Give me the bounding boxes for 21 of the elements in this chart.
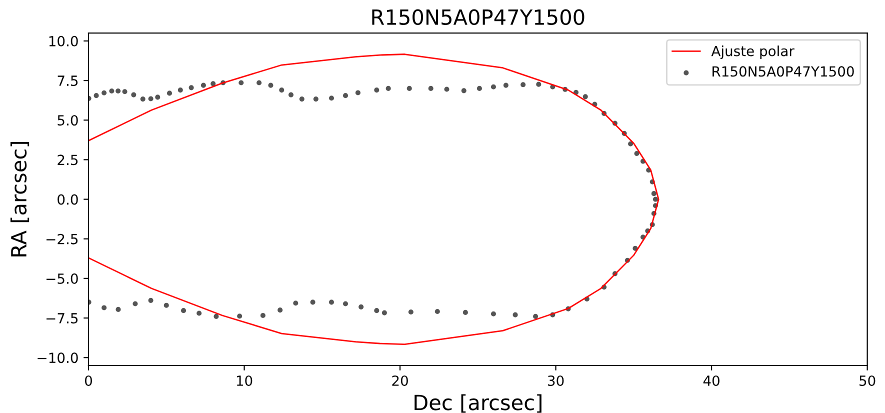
legend-label: R150N5A0P47Y1500 [712,66,854,77]
y-tick-label: −2.5 [46,234,78,244]
legend-label: Ajuste polar [711,46,794,59]
y-axis-title: RA [arcsec] [10,142,30,256]
x-tick-label: 10 [236,375,252,386]
x-tick-label: 50 [860,375,876,386]
chart-title: R150N5A0P47Y1500 [372,9,584,26]
y-tick-label: −7.5 [46,313,78,324]
y-tick-label: −10.0 [38,352,78,364]
y-tick-label: 0.0 [58,194,78,205]
line-series [88,54,660,345]
y-tick-label: 5.0 [58,115,78,126]
y-tick-label: 2.5 [58,154,78,166]
x-tick-label: 40 [703,375,720,386]
y-tick-label: 10.0 [49,36,78,46]
x-tick-label: 20 [392,375,408,386]
y-tick-label: −5.0 [46,273,78,284]
x-tick-label: 30 [548,375,564,386]
x-tick-label: 0 [84,375,92,386]
y-tick-label: 7.5 [58,76,78,86]
x-axis-title: Dec [arcsec] [414,394,542,413]
